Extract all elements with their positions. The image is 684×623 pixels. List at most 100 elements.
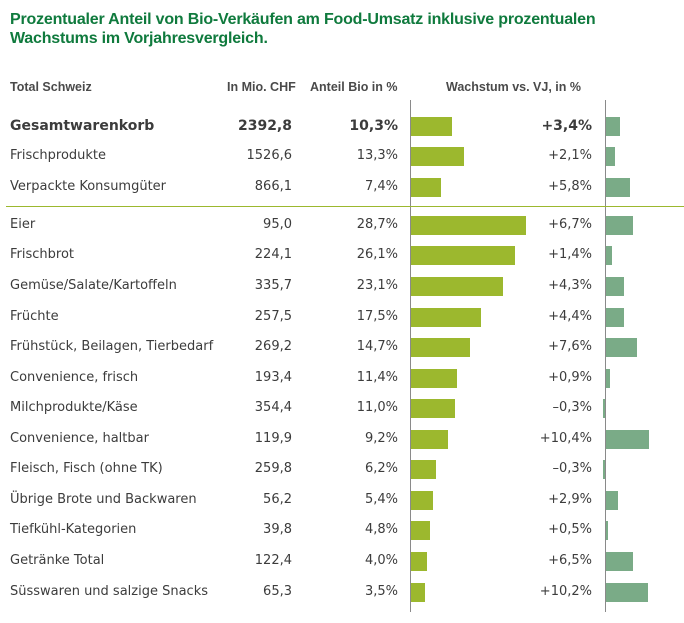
header-share: Anteil Bio in % [310, 80, 398, 94]
table-row: Gemüse/Salate/Kartoffeln 335,7 23,1% +4,3% [0, 271, 684, 301]
table-row: Fleisch, Fisch (ohne TK) 259,8 6,2% –0,3% [0, 454, 684, 484]
value-chf: 335,7 [254, 278, 292, 293]
table-row: Eier 95,0 28,7% +6,7% [0, 210, 684, 240]
share-label: 3,5% [364, 584, 398, 599]
chart-title: Prozentualer Anteil von Bio-Verkäufen am… [10, 11, 596, 47]
share-label: 5,4% [364, 492, 398, 507]
share-bar [411, 338, 470, 357]
share-bar [411, 491, 433, 510]
table-row: Frischbrot 224,1 26,1% +1,4% [0, 240, 684, 270]
growth-label: –0,3% [552, 461, 592, 476]
value-chf: 224,1 [254, 247, 292, 262]
share-label: 28,7% [356, 217, 398, 232]
growth-axis-line [605, 100, 606, 612]
growth-bar [606, 583, 648, 602]
growth-label: +2,1% [548, 148, 592, 163]
share-label: 13,3% [356, 148, 398, 163]
growth-bar [606, 491, 618, 510]
category-label: Frischprodukte [10, 148, 107, 163]
share-bar [411, 430, 448, 449]
table-row: Übrige Brote und Backwaren 56,2 5,4% +2,9% [0, 485, 684, 515]
share-label: 4,8% [364, 522, 398, 537]
growth-label: +4,3% [548, 278, 592, 293]
growth-bar [606, 369, 610, 388]
category-label: Gesamtwarenkorb [10, 118, 155, 134]
growth-label: +4,4% [548, 309, 592, 324]
share-bar [411, 147, 465, 166]
growth-label: +10,2% [539, 584, 592, 599]
category-label: Tiefkühl-Kategorien [10, 522, 137, 537]
share-label: 11,4% [356, 370, 398, 385]
value-chf: 39,8 [263, 522, 292, 537]
value-chf: 1526,6 [246, 148, 293, 163]
table-row: Tiefkühl-Kategorien 39,8 4,8% +0,5% [0, 515, 684, 545]
category-label: Gemüse/Salate/Kartoffeln [10, 278, 177, 293]
share-label: 7,4% [364, 179, 398, 194]
share-label: 9,2% [364, 431, 398, 446]
share-bar [411, 308, 481, 327]
value-chf: 354,4 [254, 400, 292, 415]
growth-bar [606, 216, 634, 235]
category-label: Eier [10, 217, 36, 232]
growth-bar [606, 147, 615, 166]
share-bar [411, 178, 441, 197]
share-label: 23,1% [356, 278, 398, 293]
growth-label: +3,4% [541, 118, 592, 134]
growth-bar [606, 308, 625, 327]
growth-label: +1,4% [548, 247, 592, 262]
value-chf: 257,5 [254, 309, 292, 324]
value-chf: 269,2 [254, 339, 292, 354]
share-bar [411, 583, 425, 602]
value-chf: 866,1 [254, 179, 292, 194]
category-label: Süsswaren und salzige Snacks [10, 584, 209, 599]
table-row: Gesamtwarenkorb 2392,8 10,3% +3,4% [0, 111, 684, 141]
growth-label: +0,5% [548, 522, 592, 537]
category-label: Frischbrot [10, 247, 75, 262]
category-label: Convenience, frisch [10, 370, 139, 385]
growth-label: +10,4% [539, 431, 592, 446]
value-chf: 193,4 [254, 370, 292, 385]
growth-label: +7,6% [548, 339, 592, 354]
share-label: 10,3% [349, 118, 398, 134]
category-label: Convenience, haltbar [10, 431, 149, 446]
growth-bar [606, 338, 638, 357]
share-bar [411, 369, 457, 388]
growth-label: –0,3% [552, 400, 592, 415]
share-axis-line [410, 100, 411, 612]
header-growth: Wachstum vs. VJ, in % [446, 80, 581, 94]
header-value: In Mio. CHF [227, 80, 296, 94]
table-row: Milchprodukte/Käse 354,4 11,0% –0,3% [0, 393, 684, 423]
growth-bar [603, 460, 605, 479]
share-bar [411, 277, 504, 296]
category-label: Verpackte Konsumgüter [10, 179, 167, 194]
value-chf: 2392,8 [237, 118, 292, 134]
value-chf: 65,3 [263, 584, 292, 599]
share-bar [411, 552, 427, 571]
table-row: Früchte 257,5 17,5% +4,4% [0, 302, 684, 332]
value-chf: 259,8 [254, 461, 292, 476]
share-bar [411, 117, 453, 136]
category-label: Übrige Brote und Backwaren [10, 492, 197, 507]
growth-label: +0,9% [548, 370, 592, 385]
category-label: Getränke Total [10, 553, 105, 568]
share-bar [411, 399, 455, 418]
growth-label: +6,5% [548, 553, 592, 568]
growth-bar [606, 521, 609, 540]
table-row: Getränke Total 122,4 4,0% +6,5% [0, 546, 684, 576]
share-bar [411, 460, 436, 479]
table-row: Convenience, frisch 193,4 11,4% +0,9% [0, 363, 684, 393]
header-category: Total Schweiz [10, 80, 92, 94]
share-label: 26,1% [356, 247, 398, 262]
growth-bar [606, 246, 612, 265]
table-row: Verpackte Konsumgüter 866,1 7,4% +5,8% [0, 172, 684, 202]
value-chf: 95,0 [263, 217, 292, 232]
table-row: Convenience, haltbar 119,9 9,2% +10,4% [0, 424, 684, 454]
table-row: Frischprodukte 1526,6 13,3% +2,1% [0, 141, 684, 171]
growth-bar [606, 178, 630, 197]
growth-label: +5,8% [548, 179, 592, 194]
growth-bar [603, 399, 605, 418]
share-label: 11,0% [356, 400, 398, 415]
share-label: 17,5% [356, 309, 398, 324]
group-separator [6, 206, 684, 207]
growth-bar [606, 117, 620, 136]
